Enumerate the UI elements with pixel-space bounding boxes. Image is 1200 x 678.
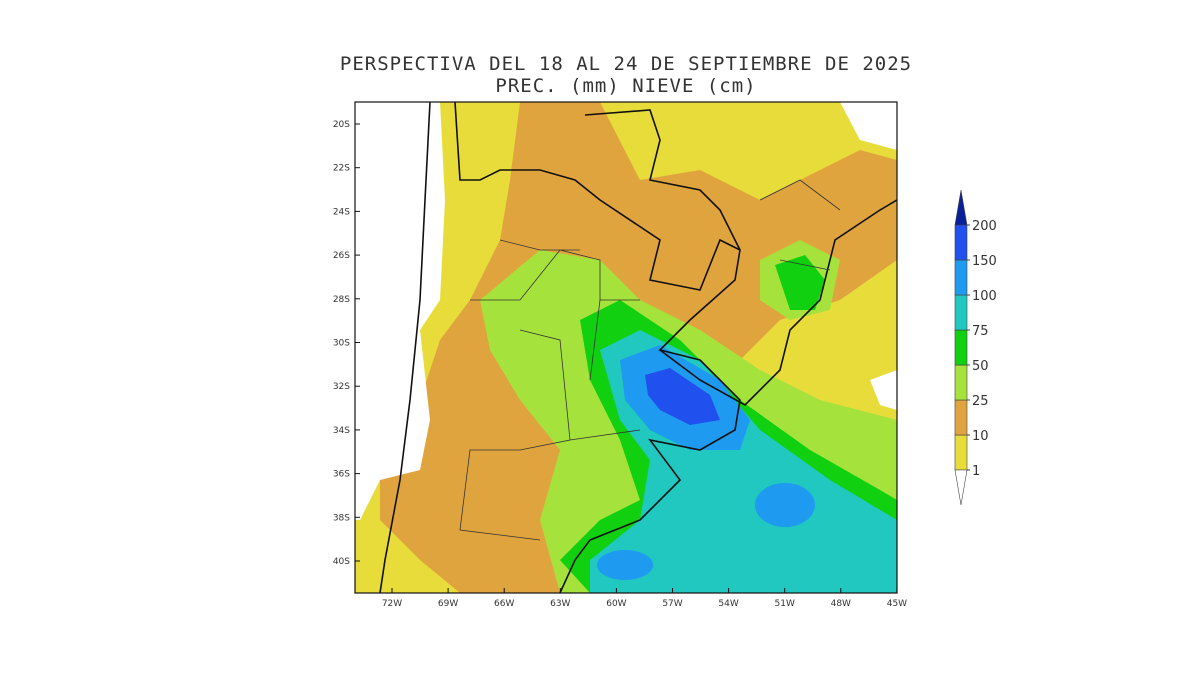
subtitle-line: PREC. (mm) NIEVE (cm) bbox=[495, 75, 756, 97]
lon-label: 54W bbox=[718, 599, 738, 609]
colorbar-arrow-low bbox=[954, 469, 968, 506]
lon-label: 72W bbox=[382, 599, 402, 609]
colorbar-segment bbox=[954, 399, 968, 436]
lon-label: 57W bbox=[662, 599, 682, 609]
lat-label: 32S bbox=[333, 382, 350, 392]
lat-label: 38S bbox=[333, 513, 350, 523]
lat-label: 36S bbox=[333, 470, 350, 480]
colorbar-label: 150 bbox=[972, 254, 997, 269]
lat-label: 22S bbox=[333, 164, 350, 174]
lat-label: 40S bbox=[333, 557, 350, 567]
lat-label: 34S bbox=[333, 426, 350, 436]
colorbar-label: 75 bbox=[972, 324, 989, 339]
lat-label: 26S bbox=[333, 251, 350, 261]
title-line: PERSPECTIVA DEL 18 AL 24 DE SEPTIEMBRE D… bbox=[340, 53, 912, 75]
lat-label: 24S bbox=[333, 207, 350, 217]
colorbar: 1 10 25 50 75 100 150 200 bbox=[954, 189, 997, 506]
lat-label: 28S bbox=[333, 295, 350, 305]
precip-field bbox=[355, 102, 897, 593]
colorbar-segment bbox=[954, 364, 968, 401]
lat-label: 30S bbox=[333, 339, 350, 349]
colorbar-arrow-high bbox=[954, 189, 968, 226]
lon-label: 66W bbox=[494, 599, 514, 609]
lon-label: 51W bbox=[775, 599, 795, 609]
colorbar-segment bbox=[954, 434, 968, 471]
colorbar-label: 50 bbox=[972, 359, 989, 374]
lon-label: 60W bbox=[606, 599, 626, 609]
map-frame bbox=[354, 101, 898, 594]
colorbar-segment bbox=[954, 259, 968, 296]
lat-label: 20S bbox=[333, 120, 350, 130]
lon-label: 69W bbox=[438, 599, 458, 609]
lon-label: 48W bbox=[831, 599, 851, 609]
lon-label: 63W bbox=[550, 599, 570, 609]
lon-label: 45W bbox=[887, 599, 907, 609]
colorbar-label: 25 bbox=[972, 394, 989, 409]
colorbar-segment bbox=[954, 329, 968, 366]
colorbar-label: 1 bbox=[972, 464, 980, 479]
colorbar-label: 100 bbox=[972, 289, 997, 304]
colorbar-segment bbox=[954, 224, 968, 261]
colorbar-label: 10 bbox=[972, 429, 989, 444]
colorbar-label: 200 bbox=[972, 219, 997, 234]
colorbar-segment bbox=[954, 294, 968, 331]
